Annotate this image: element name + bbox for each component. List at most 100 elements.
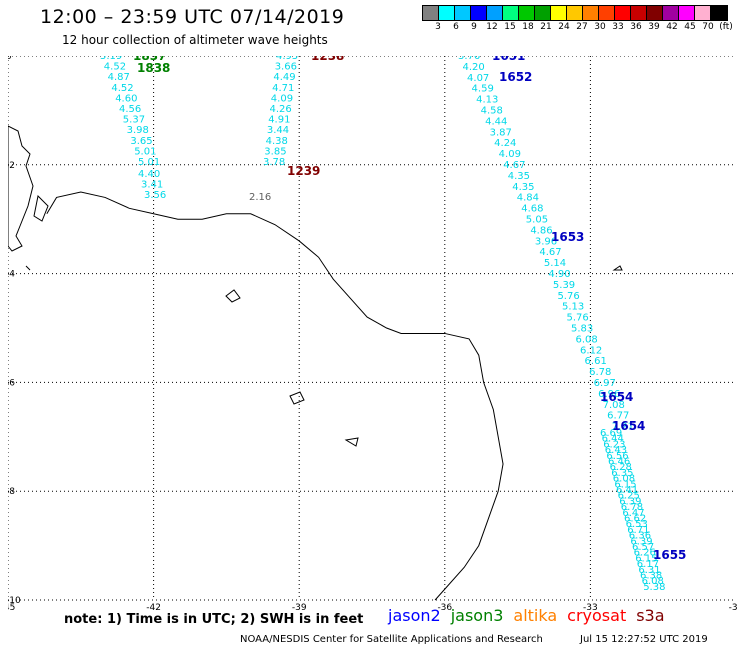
lon-tick-label: -45 [8, 603, 15, 612]
track-value-a: 4.60 [115, 93, 137, 104]
pass-time-label: 1838 [137, 61, 170, 75]
track-value-d: 6.17 [637, 559, 659, 570]
colorbar-swatch [519, 6, 535, 20]
colorbar-swatch [535, 6, 551, 20]
map-subtitle: 12 hour collection of altimeter wave hei… [62, 33, 328, 47]
pass-time-label: 1651 [492, 56, 525, 63]
track-value-b: 2.16 [249, 192, 271, 203]
track-value-a: 3.65 [130, 136, 152, 147]
colorbar-swatch [615, 6, 631, 20]
track-value-d: 6.31 [638, 565, 660, 576]
track-value-b: 4.38 [266, 136, 288, 147]
track-value-d: 6.26 [634, 548, 656, 559]
track-value-a: 3.41 [141, 180, 163, 191]
colorbar-swatch [455, 6, 471, 20]
colorbar-label: 6 [453, 22, 459, 32]
track-value-c: 4.24 [494, 138, 516, 149]
track-value-c: 4.09 [499, 149, 521, 160]
track-value-a: 4.87 [108, 72, 130, 83]
colorbar-swatch [647, 6, 663, 20]
track-value-c: 4.67 [503, 160, 525, 171]
units-note: note: 1) Time is in UTC; 2) SWH is in fe… [64, 612, 364, 627]
colorbar-label: 27 [576, 22, 588, 32]
track-value-d: 6.57 [632, 542, 654, 553]
lat-tick-label: -10 [8, 596, 21, 606]
lon-tick-label: -42 [146, 603, 161, 612]
colorbar-label: 18 [522, 22, 534, 32]
track-value-a: 3.98 [127, 125, 149, 136]
legend-altika: altika [513, 606, 558, 625]
track-value-b: 3.66 [275, 62, 297, 73]
track-value-c: 5.13 [562, 302, 584, 313]
track-value-d: 6.38 [640, 571, 662, 582]
colorbar-label: 42 [666, 22, 678, 32]
track-value-c: 5.76 [557, 291, 579, 302]
track-value-d: 6.47 [622, 508, 644, 519]
colorbar-swatch [503, 6, 519, 20]
track-value-c: 6.97 [594, 378, 616, 389]
legend-jason2: jason2 [388, 606, 441, 625]
lat-tick-label: -8 [8, 487, 15, 497]
track-value-d: 6.23 [603, 439, 625, 450]
colorbar-label: 21 [540, 22, 552, 32]
pass-time-label: 1239 [287, 164, 320, 178]
colorbar-swatch [423, 6, 439, 20]
track-value-d: 6.69 [600, 428, 622, 439]
island-lake [225, 289, 241, 303]
colorbar-swatch [471, 6, 487, 20]
track-value-c: 4.35 [512, 182, 534, 193]
colorbar-swatch [567, 6, 583, 20]
track-value-d: 6.08 [613, 474, 635, 485]
pass-time-label: 1655 [653, 548, 686, 562]
track-value-b: 3.78 [263, 157, 285, 168]
track-value-c: 7.21 [612, 422, 634, 433]
track-value-d: 6.44 [602, 434, 624, 445]
lat-tick-label: 0 [8, 56, 12, 62]
track-value-b: 4.09 [271, 93, 293, 104]
track-value-c: 4.68 [521, 204, 543, 215]
track-value-c: 5.05 [526, 215, 548, 226]
island-small [33, 194, 49, 222]
track-value-c: 6.61 [585, 356, 607, 367]
track-value-a: 4.56 [119, 104, 141, 115]
wave-height-colorbar [422, 5, 728, 21]
lon-tick-label: -39 [292, 603, 307, 612]
colorbar-swatch [679, 6, 695, 20]
colorbar-label: 45 [684, 22, 696, 32]
track-value-c: 3.76 [458, 56, 480, 62]
colorbar-swatch [487, 6, 503, 20]
pass-time-label: 1837 [133, 56, 166, 63]
track-value-c: 3.87 [490, 127, 512, 138]
track-value-c: 5.39 [553, 280, 575, 291]
pass-time-label: 1654 [600, 390, 633, 404]
track-value-c: 3.96 [535, 236, 557, 247]
track-value-d: 6.15 [614, 479, 636, 490]
track-value-b: 4.71 [272, 83, 294, 94]
footer-credit: NOAA/NESDIS Center for Satellite Applica… [240, 634, 543, 645]
track-value-a: 5.01 [138, 157, 160, 168]
track-value-c: 6.96 [598, 389, 620, 400]
track-value-c: 5.83 [571, 324, 593, 335]
track-value-c: 4.84 [517, 193, 539, 204]
colorbar-label: 24 [558, 22, 570, 32]
colorbar-swatch [663, 6, 679, 20]
track-value-b: 4.95 [276, 56, 298, 62]
island-small [25, 265, 31, 271]
track-value-c: 4.20 [463, 62, 485, 73]
track-value-d: 6.43 [605, 445, 627, 456]
track-value-d: 6.56 [606, 451, 628, 462]
track-value-d: 6.62 [624, 514, 646, 525]
track-value-d: 6.41 [616, 485, 638, 496]
colorbar-label: 70 [702, 22, 714, 32]
colorbar-swatch [711, 6, 727, 20]
track-value-d: 6.08 [642, 576, 664, 587]
lat-tick-label: -6 [8, 378, 15, 388]
lat-tick-label: -4 [8, 270, 15, 280]
lon-tick-label: -30 [729, 603, 738, 612]
track-value-c: 5.14 [544, 258, 566, 269]
track-value-d: 6.71 [627, 525, 649, 536]
track-value-b: 3.44 [267, 125, 289, 136]
colorbar-label: 12 [486, 22, 498, 32]
track-value-c: 4.35 [508, 171, 530, 182]
track-value-b: 3.85 [264, 146, 286, 157]
